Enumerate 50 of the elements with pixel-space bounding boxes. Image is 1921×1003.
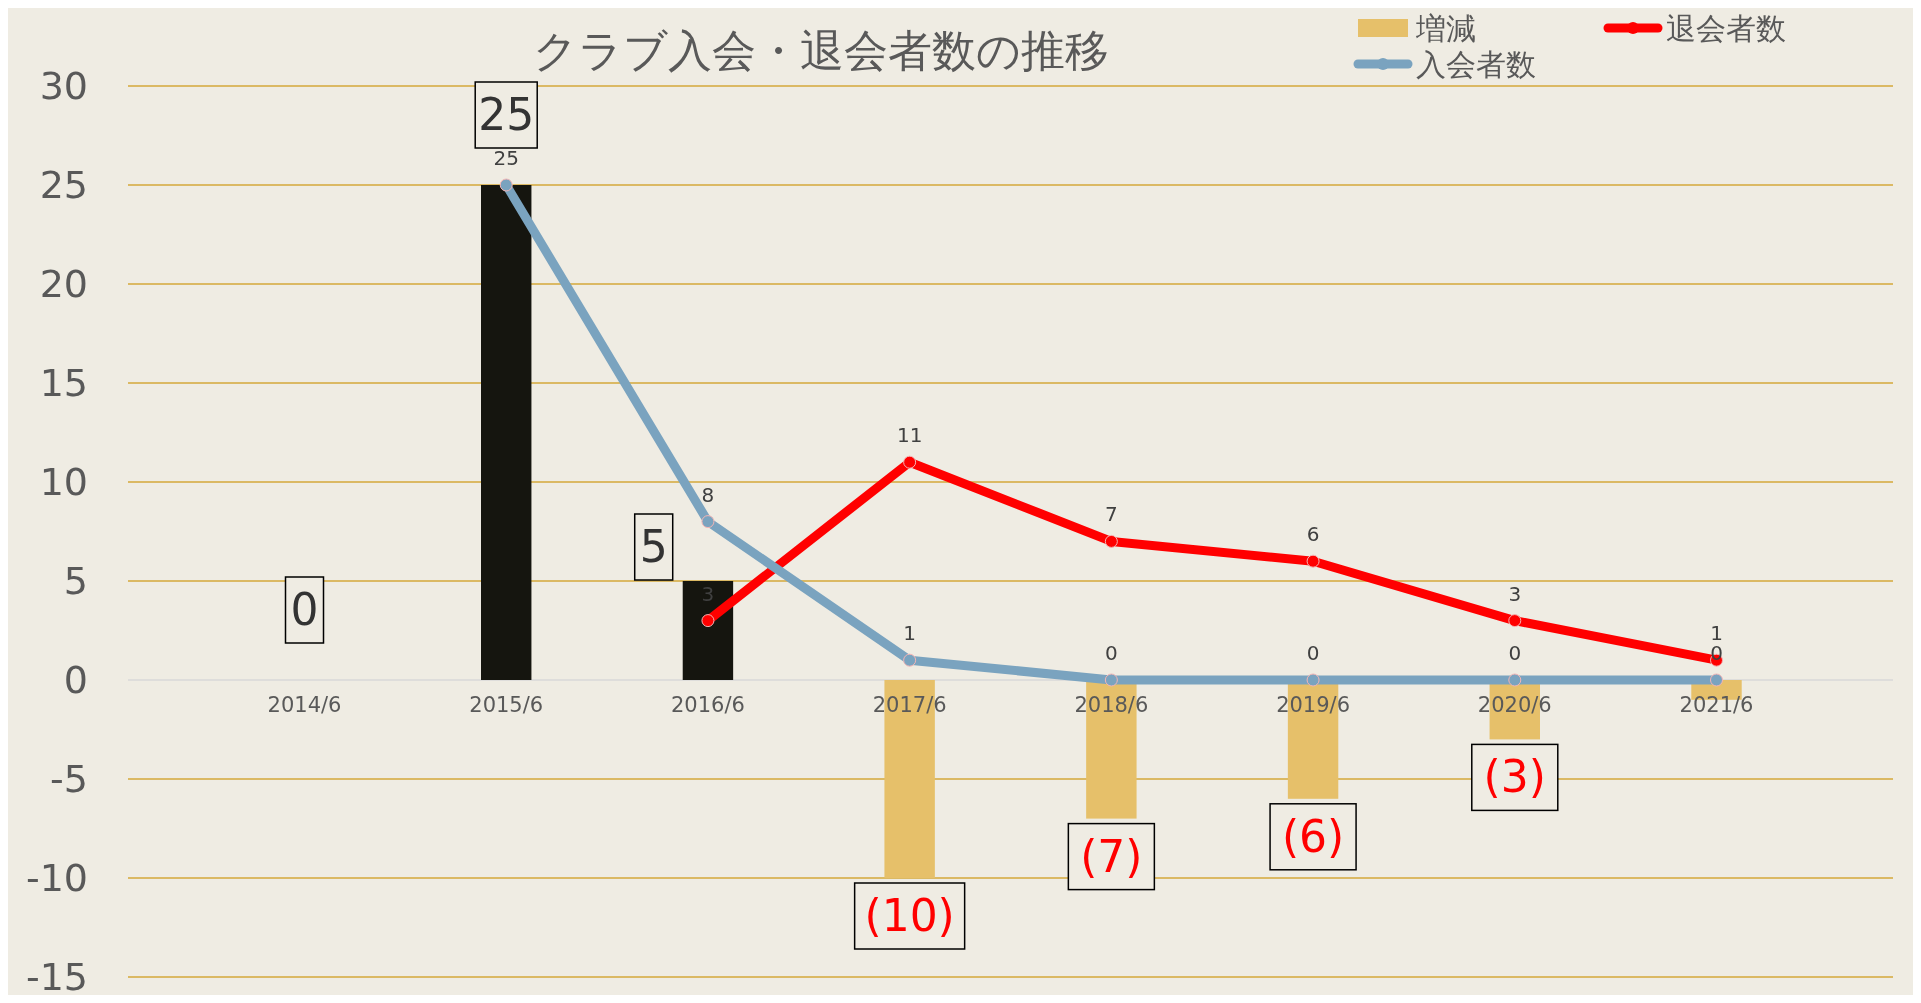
point (499, 178, 513, 192)
y-tick-label: -15 (25, 955, 88, 999)
point (1508, 614, 1522, 628)
data-label: 0 (1306, 641, 1320, 665)
data-label: 0 (290, 584, 319, 635)
data-label: 25 (493, 146, 519, 170)
data-label: 5 (639, 521, 668, 572)
data-label: (7) (1080, 830, 1143, 882)
point (1104, 534, 1118, 548)
data-label: (3) (1483, 751, 1546, 803)
data-label: (6) (1281, 810, 1345, 862)
bar (682, 581, 734, 680)
point (1710, 673, 1723, 687)
y-tick-label: 20 (39, 262, 88, 306)
data-label: (10) (864, 890, 955, 941)
x-tick-label: 2016/6 (670, 693, 745, 717)
y-tick-label: -5 (50, 757, 88, 801)
x-tick-label: 2021/6 (1679, 693, 1754, 717)
point (701, 515, 715, 529)
data-label: 0 (1508, 641, 1522, 665)
x-tick-label: 2014/6 (267, 693, 342, 717)
y-tick-label: 5 (63, 559, 88, 603)
legend-label: 増減 (1415, 11, 1476, 46)
data-label: 3 (1508, 581, 1522, 606)
x-tick-label: 2015/6 (469, 693, 544, 717)
data-label: 0 (1104, 641, 1118, 665)
point (1306, 554, 1320, 568)
y-tick-label: 0 (63, 658, 88, 702)
chart-title: クラブ入会・退会者数の推移 (532, 25, 1109, 76)
y-tick-label: 10 (39, 460, 88, 504)
point (903, 653, 917, 667)
bar (481, 185, 532, 680)
data-label: 11 (896, 423, 923, 448)
y-tick-label: 25 (39, 163, 88, 207)
data-label: 6 (1306, 522, 1320, 547)
point (903, 455, 917, 469)
y-tick-label: 15 (39, 361, 88, 405)
data-label: 1 (903, 621, 917, 646)
data-label: 1 (1710, 621, 1723, 646)
point (1306, 673, 1320, 687)
y-tick-label: -10 (25, 856, 88, 900)
data-label: 7 (1104, 502, 1118, 527)
point (1508, 673, 1522, 687)
legend-label: 退会者数 (1666, 11, 1786, 46)
point (701, 614, 715, 628)
data-label: 8 (701, 482, 715, 507)
legend-label: 入会者数 (1416, 47, 1536, 82)
y-tick-label: 30 (39, 64, 88, 108)
point (1104, 673, 1118, 687)
data-label: 25 (478, 89, 535, 140)
